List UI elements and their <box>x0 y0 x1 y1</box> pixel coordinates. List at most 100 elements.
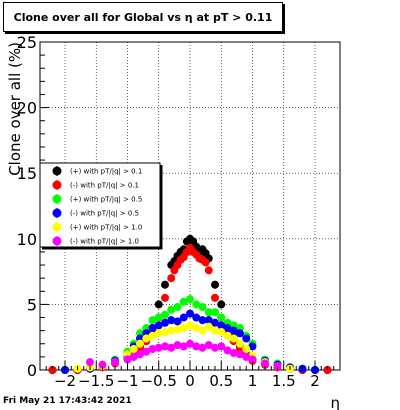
data-point <box>211 293 219 302</box>
footer-timestamp: Fri May 21 17:43:42 2021 <box>3 396 132 406</box>
data-point <box>204 341 213 350</box>
data-point <box>229 326 238 335</box>
data-point <box>192 300 201 309</box>
data-point <box>161 318 169 327</box>
legend-label: (-) with pT/|q| > 0.5 <box>70 210 139 218</box>
data-point <box>186 295 194 304</box>
x-tick-label: 2 <box>310 372 320 390</box>
data-point <box>161 280 169 289</box>
data-point <box>86 358 94 367</box>
data-point <box>217 327 226 336</box>
y-tick-label: 10 <box>17 230 37 249</box>
data-point <box>129 352 138 361</box>
y-tick-label: 0 <box>27 361 37 380</box>
data-point <box>136 339 144 348</box>
data-point <box>142 334 151 343</box>
data-point <box>186 321 194 330</box>
data-point <box>142 347 151 356</box>
x-tick-label: −0.5 <box>141 372 177 390</box>
data-point <box>192 313 201 322</box>
data-point <box>217 342 226 351</box>
data-point <box>179 313 188 322</box>
x-tick-label: 0.5 <box>209 372 233 390</box>
series-5 <box>86 339 282 371</box>
chart-title: Clone over all for Global vs η at pT > 0… <box>3 2 283 32</box>
x-tick-label: −1.5 <box>78 372 114 390</box>
data-point <box>236 339 244 348</box>
data-point <box>167 316 176 325</box>
x-axis-label: η <box>330 394 340 410</box>
data-point <box>201 258 210 267</box>
data-point <box>211 343 219 352</box>
data-point <box>186 339 194 348</box>
data-point <box>179 324 188 333</box>
data-point <box>204 322 213 331</box>
data-point <box>242 334 251 343</box>
data-point <box>111 358 119 367</box>
data-point <box>148 324 157 333</box>
data-layer <box>48 234 332 374</box>
data-point <box>154 343 163 352</box>
y-tick-label: 25 <box>17 33 37 52</box>
data-point <box>161 310 169 319</box>
x-tick-label: 0 <box>185 372 195 390</box>
data-point <box>236 350 244 359</box>
data-point <box>136 350 144 359</box>
data-point <box>211 280 219 289</box>
data-point <box>161 342 169 351</box>
data-point <box>229 348 238 357</box>
data-point <box>204 308 213 317</box>
data-point <box>217 313 226 322</box>
legend-label: (-) with pT/|q| > 1.0 <box>70 238 139 246</box>
data-point <box>154 313 163 322</box>
data-point <box>129 345 138 354</box>
data-point <box>223 346 232 355</box>
data-point <box>198 303 207 312</box>
data-point <box>217 300 226 309</box>
legend-label: (+) with pT/|q| > 0.1 <box>70 168 142 176</box>
data-point <box>161 327 169 336</box>
data-point <box>198 326 207 335</box>
data-point <box>154 300 163 309</box>
x-tick-label: 1 <box>248 372 258 390</box>
legend-label: (+) with pT/|q| > 1.0 <box>70 224 142 232</box>
data-point <box>173 341 182 350</box>
data-point <box>186 309 194 318</box>
data-point <box>261 359 269 368</box>
data-point <box>179 297 188 306</box>
data-point <box>198 343 207 352</box>
data-point <box>242 345 251 354</box>
data-point <box>167 343 176 352</box>
data-point <box>167 326 176 335</box>
data-point <box>154 321 163 330</box>
data-point <box>211 326 219 335</box>
data-point <box>148 345 157 354</box>
data-point <box>242 352 251 361</box>
data-point <box>173 325 182 334</box>
data-point <box>223 324 232 333</box>
data-point <box>236 329 244 338</box>
data-point <box>192 342 201 351</box>
y-tick-label: 20 <box>17 99 37 118</box>
x-tick-label: −1 <box>116 372 138 390</box>
data-point <box>167 274 176 283</box>
data-point <box>192 324 201 333</box>
data-point <box>248 355 257 364</box>
y-tick-label: 5 <box>27 295 37 314</box>
data-point <box>211 318 219 327</box>
data-point <box>204 316 213 325</box>
data-point <box>223 331 232 340</box>
legend: (+) with pT/|q| > 0.1 (-) with pT/|q| > 0… <box>39 162 163 250</box>
legend-box <box>39 162 161 248</box>
y-axis-label: Clone over all (%) <box>6 42 24 176</box>
legend-label: (+) with pT/|q| > 0.5 <box>70 196 142 204</box>
data-point <box>173 317 182 326</box>
data-point <box>167 305 176 314</box>
data-point <box>217 321 226 330</box>
data-point <box>123 355 132 364</box>
data-point <box>161 293 169 302</box>
data-point <box>148 316 157 325</box>
data-point <box>179 342 188 351</box>
